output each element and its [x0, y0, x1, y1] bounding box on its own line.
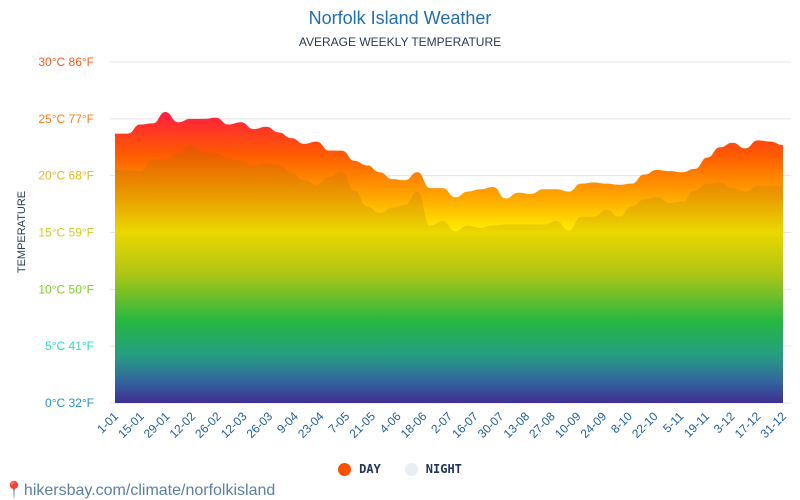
x-tick-label: 21-05 [346, 409, 378, 441]
chart-subtitle: AVERAGE WEEKLY TEMPERATURE [298, 35, 502, 49]
y-tick-label: 20°C 68°F [38, 169, 94, 183]
y-tick-label: 0°C 32°F [45, 396, 94, 410]
x-tick-label: 12-02 [167, 409, 199, 441]
legend-day[interactable]: DAY [338, 462, 381, 476]
x-tick-label: 16-07 [449, 409, 481, 441]
x-tick-label: 19-11 [681, 409, 712, 440]
night-series-area [115, 144, 783, 403]
x-tick-label: 29-01 [141, 409, 173, 441]
y-tick-label: 5°C 41°F [45, 339, 94, 353]
legend-night-label: NIGHT [425, 462, 462, 476]
night-dot-icon [404, 462, 418, 476]
x-tick-label: 22-10 [629, 409, 661, 441]
x-tick-label: 12-03 [218, 409, 250, 441]
night-series-shade [115, 144, 783, 403]
temperature-chart: 30°C 86°F 25°C 77°F 20°C 68°F 15°C 59°F 10°C… [16, 55, 791, 441]
legend-day-label: DAY [359, 462, 381, 476]
x-tick-label: 31-12 [758, 409, 790, 441]
x-tick-label: 23-04 [295, 409, 327, 441]
y-tick-label: 30°C 86°F [38, 55, 94, 69]
y-tick-label: 25°C 77°F [38, 112, 94, 126]
x-tick-label: 13-08 [501, 409, 533, 441]
x-tick-label: 15-01 [115, 409, 147, 441]
legend-night[interactable]: NIGHT [404, 462, 462, 476]
day-dot-icon [338, 462, 352, 476]
x-tick-label: 10-09 [552, 409, 584, 441]
legend: DAY NIGHT [0, 462, 800, 476]
x-tick-label: 17-12 [732, 409, 764, 441]
y-axis-label: TEMPERATURE [16, 191, 28, 273]
y-tick-label: 15°C 59°F [38, 226, 94, 240]
x-tick-label: 24-09 [578, 409, 610, 441]
x-tick-label: 30-07 [475, 409, 507, 441]
x-tick-label: 27-08 [526, 409, 558, 441]
y-tick-label: 10°C 50°F [38, 282, 94, 296]
map-pin-icon: 📍 [4, 482, 24, 499]
footer-link[interactable]: 📍hikersbay.com/climate/norfolkisland [4, 480, 275, 500]
x-tick-label: 26-03 [244, 409, 276, 441]
chart-title: Norfolk Island Weather [308, 8, 492, 28]
x-tick-label: 26-02 [192, 409, 224, 441]
x-tick-label: 18-06 [398, 409, 430, 441]
footer-text: hikersbay.com/climate/norfolkisland [23, 482, 276, 499]
